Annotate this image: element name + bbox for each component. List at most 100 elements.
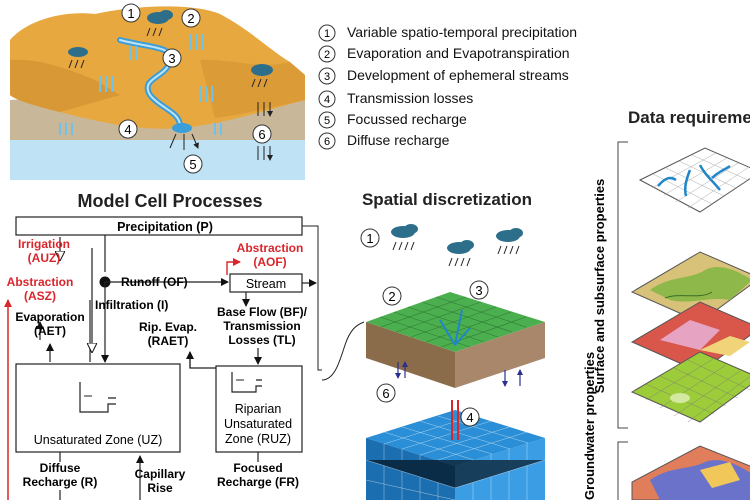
connector-curve [321, 321, 365, 381]
surface-block-left [366, 322, 455, 388]
svg-text:Focussed recharge: Focussed recharge [347, 111, 467, 127]
soil-patch [660, 320, 720, 350]
diffuse-code: Recharge (R) [23, 475, 98, 489]
focused-label: Focused [233, 461, 282, 475]
groundwater-bracket [617, 441, 628, 500]
land-cover-contour [664, 291, 713, 299]
landscape-marker-1: 1 [121, 3, 141, 23]
cloud-icon [251, 64, 273, 88]
evaporation-code: (AET) [34, 324, 66, 338]
svg-text:3: 3 [324, 71, 330, 83]
svg-text:6: 6 [258, 127, 265, 142]
svg-text:2: 2 [388, 289, 395, 304]
abstraction-of-code: (AOF) [253, 255, 286, 269]
layer-geology [630, 351, 750, 423]
cloud-icon [496, 228, 523, 255]
soil-patch-2 [700, 336, 750, 356]
irrigation-code: (AUZ) [28, 251, 61, 265]
svg-text:4: 4 [466, 410, 473, 425]
spatial-marker-6: 6 [376, 383, 396, 403]
precipitation-label: Precipitation (P) [117, 220, 213, 234]
cloud-icon [447, 240, 474, 267]
abstraction-of-label: Abstraction [237, 241, 304, 255]
spatial-marker-4: 4 [460, 407, 480, 427]
aquifer-layer [10, 140, 305, 180]
legend-item: 6 Diffuse recharge [318, 132, 450, 150]
capillary-label: Capillary [135, 467, 186, 481]
rip-evap-label: Rip. Evap. [139, 320, 197, 334]
groundwater-patch-2 [700, 462, 740, 488]
ruz-label-3: Zone (RUZ) [225, 432, 291, 446]
diffuse-exchange-arrows [395, 361, 523, 387]
cloud-icon [391, 224, 418, 251]
svg-text:Variable spatio-temporal preci: Variable spatio-temporal precipitation [347, 24, 577, 40]
data-requirements: Data requirements Surface and subsurface… [582, 108, 750, 500]
legend-item: 5 Focussed recharge [318, 111, 467, 129]
cloud-icon [68, 47, 88, 69]
svg-text:2: 2 [324, 49, 330, 61]
surface-properties-label: Surface and subsurface properties [592, 179, 607, 394]
svg-text:Development of ephemeral strea: Development of ephemeral streams [347, 67, 569, 83]
cell-boundary-line [302, 225, 322, 371]
baseflow-label: Base Flow (BF)/ [217, 305, 308, 319]
svg-text:6: 6 [324, 136, 330, 148]
data-req-bracket [617, 141, 628, 429]
evaporation-label: Evaporation [15, 310, 84, 324]
legend-item: 4 Transmission losses [318, 90, 473, 108]
svg-text:2: 2 [187, 11, 194, 26]
stream-pool [172, 123, 192, 133]
rip-evap-code: (RAET) [148, 334, 189, 348]
svg-text:5: 5 [189, 157, 196, 172]
model-cell-processes: Model Cell Processes Precipitation (P) I… [4, 191, 322, 500]
process-legend: 1 Variable spatio-temporal precipitation… [318, 24, 577, 150]
runoff-label: Runoff (OF) [121, 275, 188, 289]
svg-text:Evaporation and Evapotranspira: Evaporation and Evapotranspiration [347, 45, 570, 61]
irrigation-label: Irrigation [18, 237, 70, 251]
landscape-marker-2: 2 [181, 8, 201, 28]
terrain-shadow-right [200, 59, 305, 118]
surface-block-right [455, 322, 545, 388]
svg-text:5: 5 [324, 115, 330, 127]
stream-label: Stream [246, 277, 286, 291]
landscape-marker-6: 6 [252, 124, 272, 144]
infiltration-label: Infiltration (I) [95, 298, 168, 312]
focused-code: Recharge (FR) [217, 475, 299, 489]
capillary-rise-label: Rise [147, 481, 173, 495]
svg-text:Diffuse recharge: Diffuse recharge [347, 132, 450, 148]
abstraction-sz-label: Abstraction [7, 275, 74, 289]
svg-text:3: 3 [475, 283, 482, 298]
aquifer-grid-lines [365, 415, 546, 500]
spatial-marker-3: 3 [469, 280, 489, 300]
svg-text:4: 4 [124, 122, 131, 137]
legend-item: 1 Variable spatio-temporal precipitation [318, 24, 577, 42]
uz-label: Unsaturated Zone (UZ) [34, 433, 163, 447]
groundwater-properties-label: Groundwater properties [582, 352, 597, 500]
raet-line [189, 352, 216, 369]
losses-label: Losses (TL) [228, 333, 295, 347]
focused-recharge-arrows [451, 400, 459, 440]
legend-item: 3 Development of ephemeral streams [318, 67, 569, 85]
stream-highlight [119, 39, 181, 127]
stream-network-lines [657, 164, 731, 197]
uz-reservoir-icon [79, 382, 116, 413]
svg-text:1: 1 [366, 231, 373, 246]
spatial-marker-1: 1 [360, 228, 380, 248]
abstraction-of-arrow [226, 258, 241, 275]
layer-stream-network [638, 147, 750, 213]
spatial-marker-2: 2 [382, 286, 402, 306]
layer-stream-grid [651, 152, 750, 209]
ruz-reservoir-icon [231, 372, 262, 393]
unsaturated-zone-box [15, 363, 181, 453]
transmission-label: Transmission [223, 319, 300, 333]
data-req-title: Data requirements [628, 108, 750, 127]
evaporation-arrows [59, 34, 222, 135]
abstraction-sz-code: (ASZ) [24, 289, 56, 303]
svg-text:Transmission losses: Transmission losses [347, 90, 473, 106]
svg-text:3: 3 [168, 51, 175, 66]
surface-grid-top [366, 292, 545, 352]
aquifer-grid-top [366, 410, 545, 466]
landscape-illustration: 1 2 3 4 5 6 [10, 3, 305, 180]
cell-processes-title: Model Cell Processes [77, 191, 262, 211]
cloud-icon [146, 10, 173, 37]
